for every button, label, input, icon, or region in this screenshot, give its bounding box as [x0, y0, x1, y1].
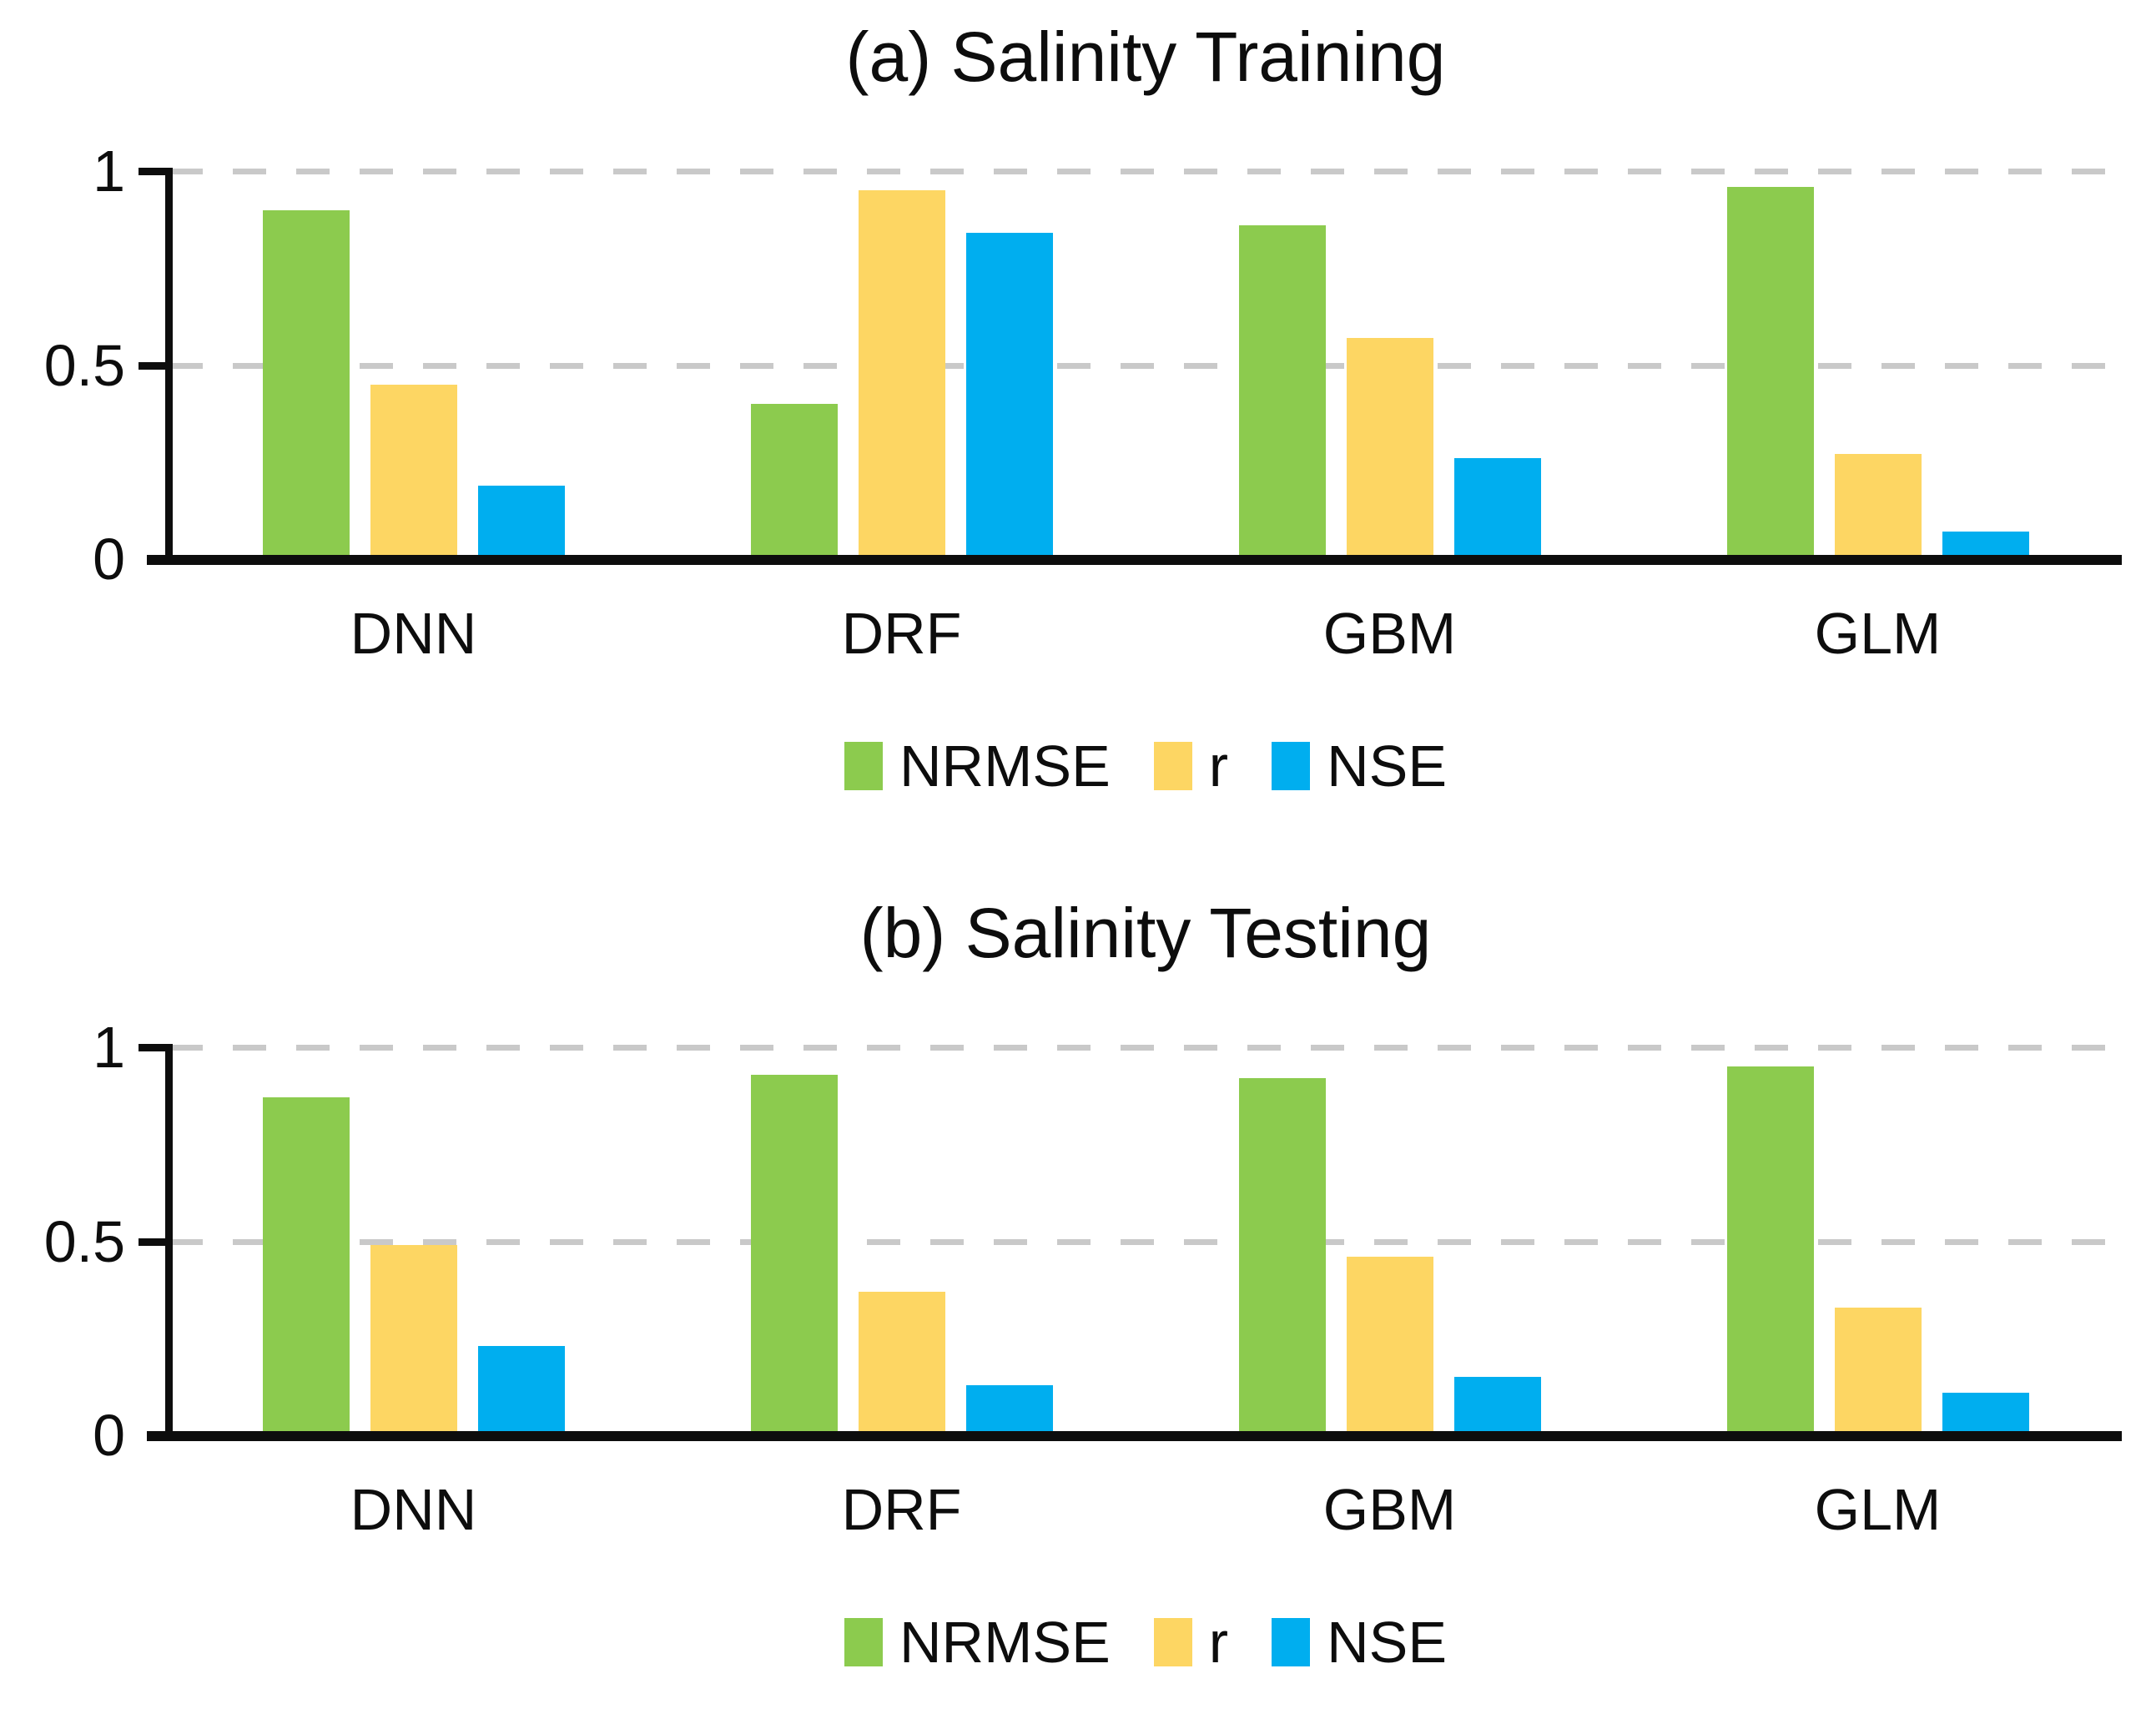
x-axis-label-glm: GLM [1814, 1477, 1942, 1542]
legend-label-nrmse: NRMSE [899, 1610, 1111, 1675]
bar-nse-glm [1942, 1392, 2029, 1439]
bar-r-dnn [370, 384, 457, 562]
bar-r-glm [1834, 1307, 1922, 1439]
bar-nrmse-drf [750, 1074, 838, 1439]
legend-label-nse: NSE [1327, 733, 1448, 799]
y-axis-line [165, 1044, 173, 1440]
bar-nrmse-drf [750, 404, 838, 562]
y-tick-label-1: 1 [93, 139, 125, 204]
bar-r-drf [858, 190, 945, 562]
y-axis-line [165, 168, 173, 564]
legend-item-nrmse: NRMSE [844, 737, 1111, 795]
y-tick-label-0-5: 0.5 [43, 1208, 125, 1274]
x-axis-label-dnn: DNN [350, 1477, 477, 1542]
legend-swatch-nse [1272, 1618, 1311, 1666]
legend-item-r: r [1153, 733, 1229, 799]
gridline-0.5 [169, 362, 2122, 369]
legend-swatch-nrmse [844, 742, 883, 790]
legend: NRMSE r NSE [169, 1609, 2122, 1676]
x-axis-label-gbm: GBM [1322, 1477, 1457, 1542]
legend-item-nse: NSE [1272, 737, 1447, 795]
legend-label-nrmse: NRMSE [899, 733, 1111, 799]
x-axis-label-dnn: DNN [350, 601, 477, 666]
bar-r-gbm [1346, 337, 1433, 562]
bar-r-dnn [370, 1245, 457, 1439]
y-tick-mark-0-5 [139, 1238, 166, 1246]
bar-nrmse-dnn [262, 209, 350, 562]
gridline-0.5 [169, 1238, 2122, 1245]
y-tick-label-0-5: 0.5 [43, 332, 125, 398]
bar-r-drf [858, 1291, 945, 1439]
x-axis-label-gbm: GBM [1322, 601, 1457, 666]
x-axis-label-drf: DRF [841, 1477, 962, 1542]
y-tick-label-0: 0 [93, 527, 125, 592]
y-tick-mark-0-5 [139, 361, 166, 370]
x-axis-line [147, 555, 2122, 565]
legend-label-r: r [1208, 1610, 1229, 1675]
bar-r-glm [1834, 454, 1922, 562]
legend-item-nse: NSE [1272, 1613, 1447, 1671]
y-tick-mark-1 [139, 168, 166, 175]
bar-r-gbm [1346, 1257, 1433, 1439]
legend-swatch-r [1153, 742, 1192, 790]
bar-nse-gbm [1453, 1377, 1541, 1439]
chart-title: (b) Salinity Testing [859, 894, 1432, 972]
y-tick-mark-1 [139, 1044, 166, 1051]
legend: NRMSE r NSE [169, 733, 2122, 799]
legend-label-r: r [1208, 733, 1229, 799]
legend-label-nse: NSE [1327, 1610, 1448, 1675]
y-tick-label-1: 1 [93, 1015, 125, 1080]
legend-swatch-r [1153, 1618, 1192, 1666]
gridline-1 [169, 1045, 2122, 1051]
bar-nrmse-dnn [262, 1097, 350, 1439]
legend-swatch-nse [1272, 742, 1311, 790]
bar-nse-dnn [477, 1346, 565, 1439]
bar-nrmse-glm [1726, 186, 1814, 562]
bar-nse-drf [965, 1384, 1053, 1439]
chart-title: (a) Salinity Training [845, 18, 1446, 96]
gridline-1 [169, 169, 2122, 174]
bar-nrmse-gbm [1238, 225, 1326, 562]
bar-nse-drf [965, 233, 1053, 562]
x-axis-label-drf: DRF [841, 601, 962, 666]
bar-nse-dnn [477, 485, 565, 562]
bar-nrmse-glm [1726, 1066, 1814, 1439]
x-axis-line [147, 1431, 2122, 1441]
y-tick-label-0: 0 [93, 1403, 125, 1468]
legend-item-nrmse: NRMSE [844, 1613, 1111, 1671]
legend-item-r: r [1153, 1610, 1229, 1675]
bar-nrmse-gbm [1238, 1078, 1326, 1439]
legend-swatch-nrmse [844, 1618, 883, 1666]
bar-nse-gbm [1453, 458, 1541, 562]
x-axis-label-glm: GLM [1814, 601, 1942, 666]
